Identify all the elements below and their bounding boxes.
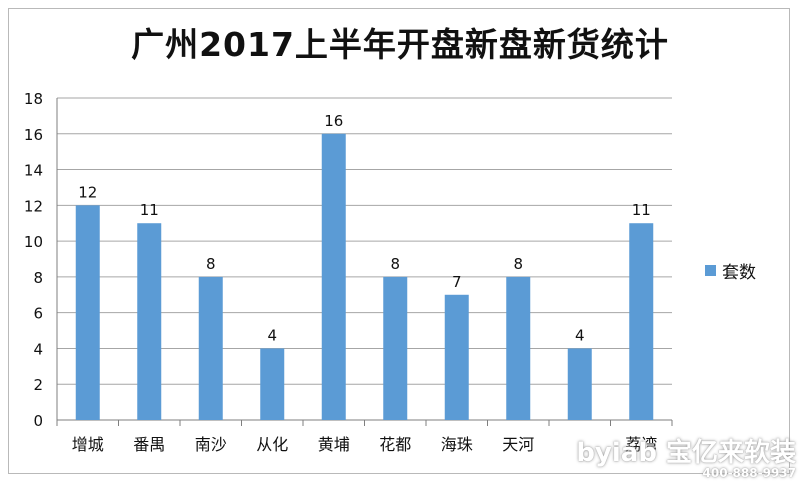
bar: [198, 276, 223, 420]
x-tick-label: 番禺: [133, 435, 165, 454]
bar: [137, 223, 162, 420]
legend: 套数: [705, 258, 756, 283]
x-tick-label: 荔湾: [625, 435, 657, 454]
x-tick-label: 增城: [72, 435, 104, 454]
x-tick-label: 天河: [502, 435, 534, 454]
bar: [567, 348, 592, 420]
data-label: 8: [206, 255, 216, 273]
y-tick-label: 16: [24, 126, 43, 144]
y-tick-label: 12: [24, 197, 43, 215]
legend-swatch: [705, 265, 716, 276]
bar: [321, 133, 346, 420]
y-tick-label: 18: [24, 90, 43, 108]
watermark-brand: byiab 宝亿来软装: [576, 438, 796, 468]
data-label: 16: [324, 112, 343, 130]
y-tick-label: 6: [33, 305, 43, 323]
data-label: 4: [267, 326, 277, 344]
y-tick-label: 8: [33, 269, 43, 287]
data-label: 11: [632, 201, 651, 219]
data-label: 7: [452, 273, 462, 291]
x-tick-label: 从化: [256, 435, 288, 454]
bar: [383, 276, 408, 420]
legend-label: 套数: [722, 263, 756, 283]
data-label: 12: [78, 183, 97, 201]
bar: [75, 205, 100, 420]
y-tick-label: 14: [24, 162, 43, 180]
watermark-phone: 400-888-9937: [702, 466, 796, 480]
data-label: 8: [390, 255, 400, 273]
y-tick-label: 10: [24, 233, 43, 251]
bar: [444, 294, 469, 420]
x-tick-label: 花都: [379, 435, 411, 454]
y-tick-label: 4: [33, 340, 43, 358]
x-tick-label: 南沙: [195, 435, 227, 454]
watermark-logo: byiab 宝亿来软装 400-888-9937: [576, 440, 796, 480]
bar: [629, 223, 654, 420]
chart-title: 广州2017上半年开盘新盘新货统计: [131, 25, 669, 64]
x-tick-label: 黄埔: [318, 435, 350, 454]
data-label: 8: [513, 255, 523, 273]
data-label: 11: [140, 201, 159, 219]
x-tick-label: 海珠: [441, 435, 473, 454]
bar: [260, 348, 285, 420]
data-label: 4: [575, 326, 585, 344]
y-tick-label: 0: [33, 412, 43, 430]
bar: [506, 276, 531, 420]
y-tick-label: 2: [33, 376, 43, 394]
